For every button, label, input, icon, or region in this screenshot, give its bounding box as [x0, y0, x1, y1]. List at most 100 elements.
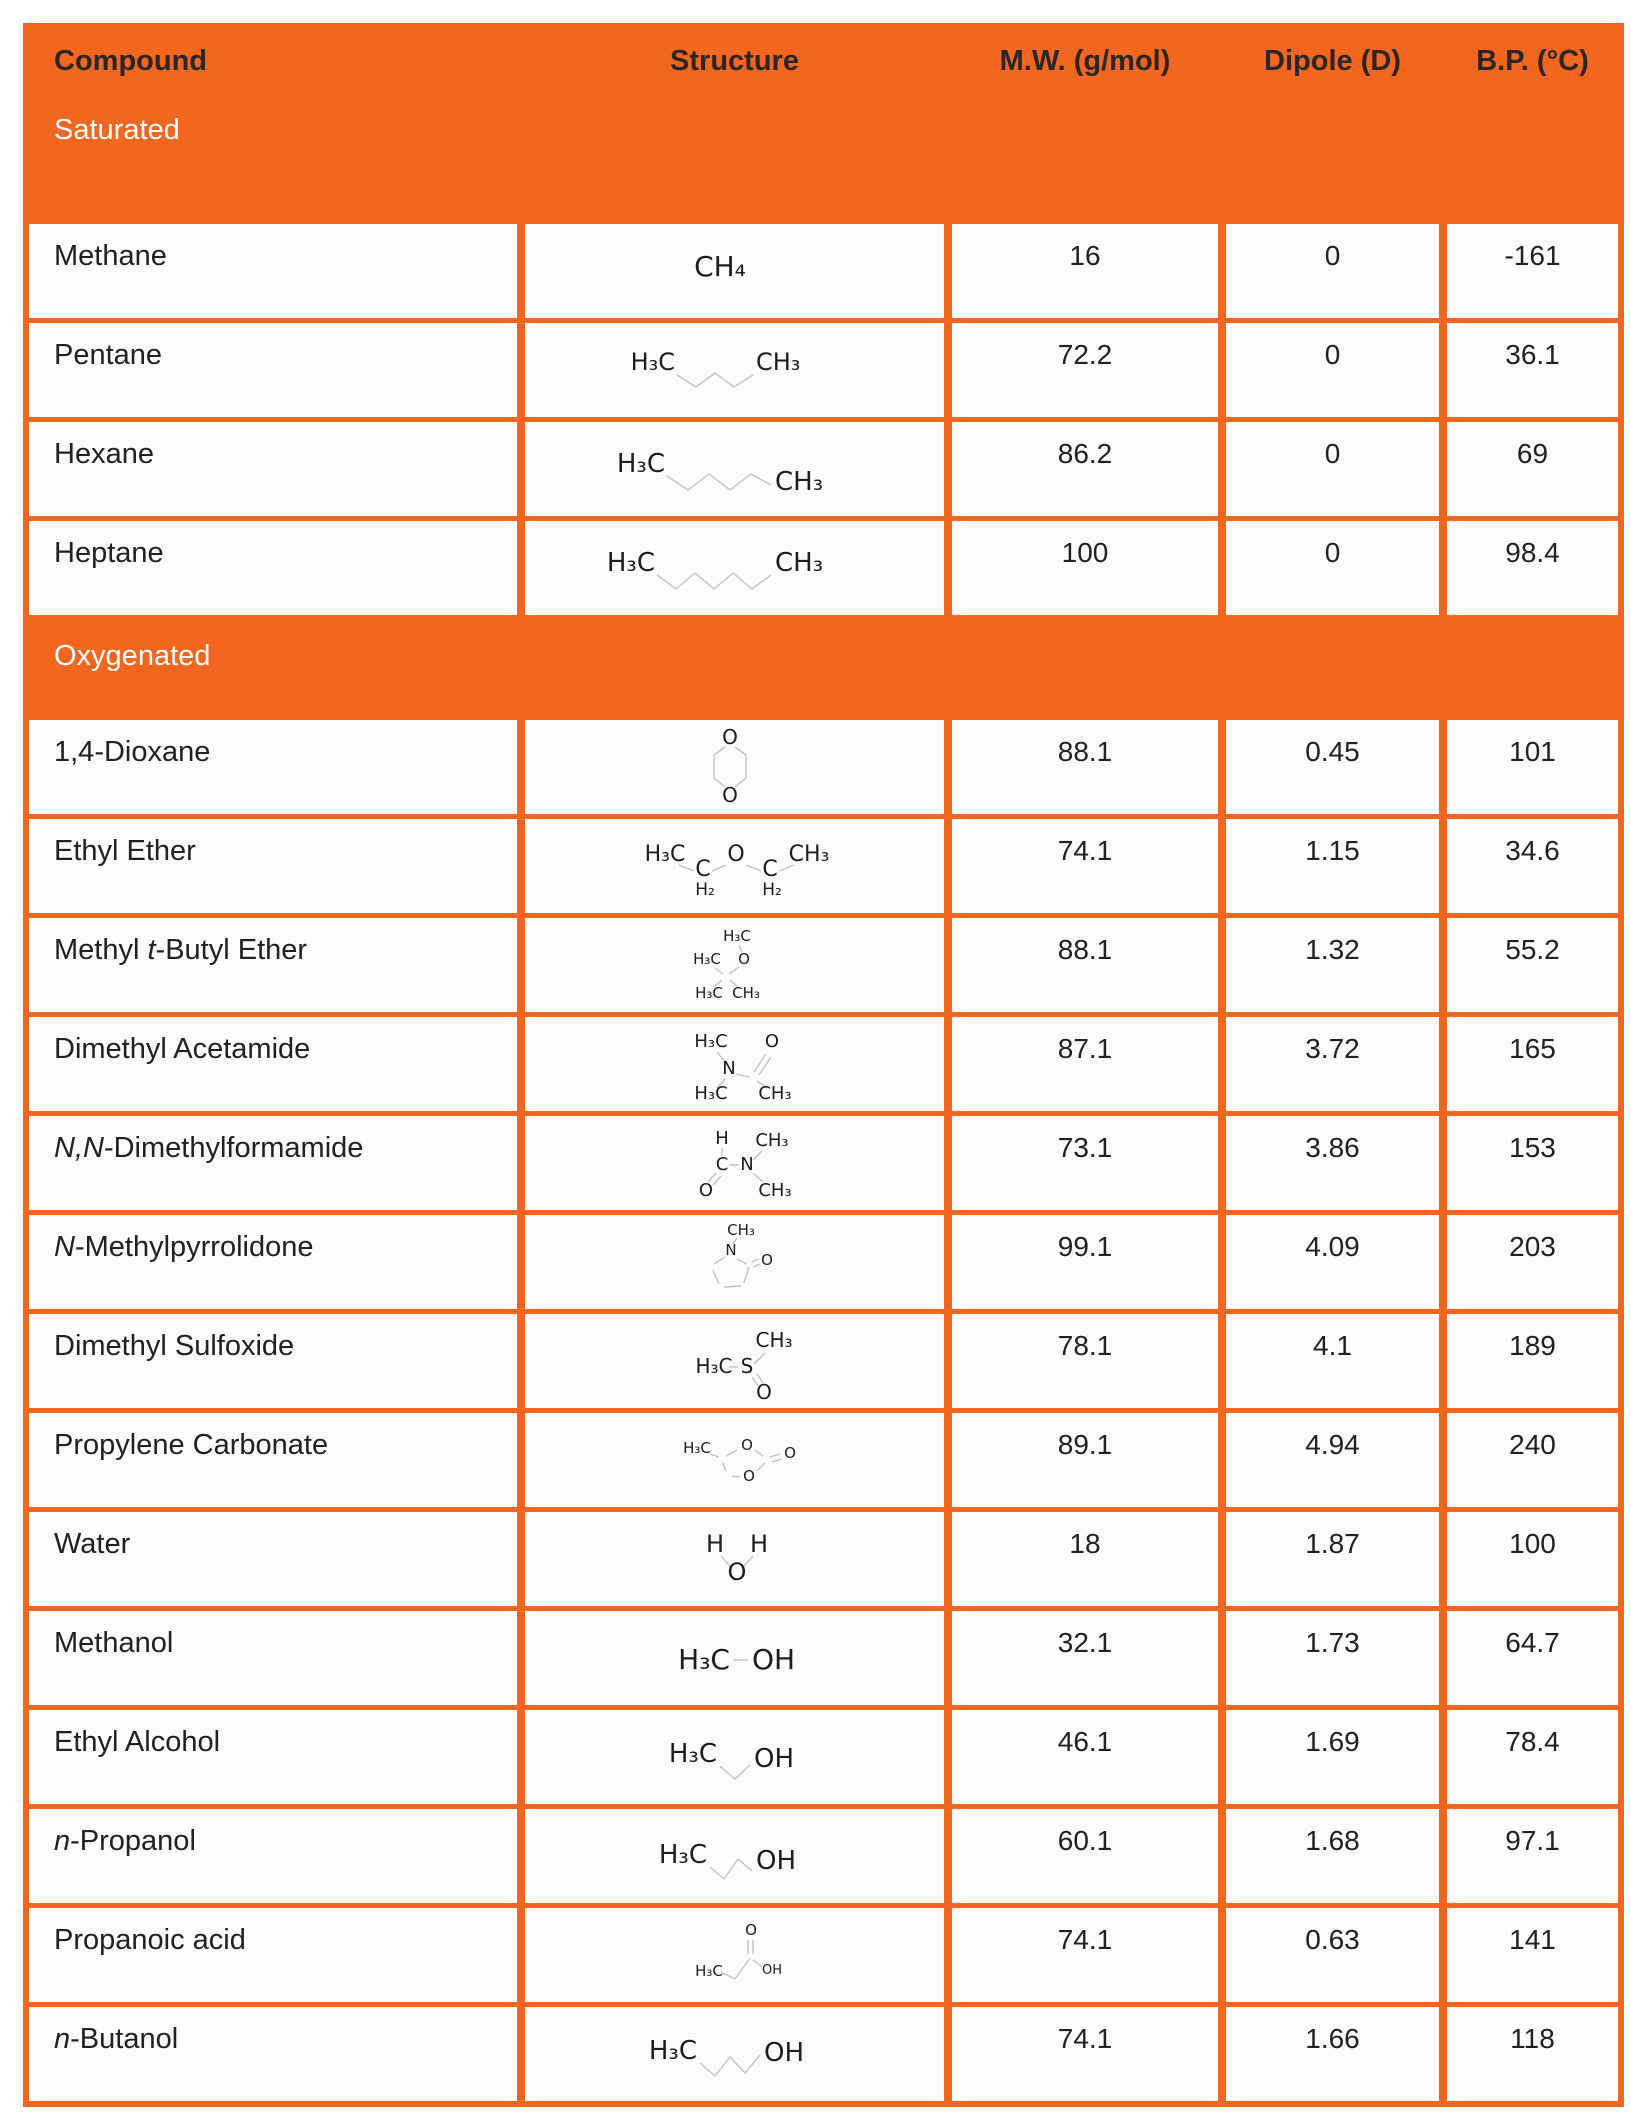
svg-text:H₃C: H₃C: [631, 348, 675, 376]
structure-cell: H₃C OH: [525, 2007, 944, 2101]
table-row: Ethyl Alcohol H₃C OH 46.1 1.69 78.4: [29, 1710, 1618, 1804]
mw-cell: 46.1: [952, 1710, 1218, 1804]
mw-cell: 88.1: [952, 918, 1218, 1012]
bp-cell: 64.7: [1447, 1611, 1618, 1705]
mw-cell: 74.1: [952, 1908, 1218, 2002]
compound-cell: n-Propanol: [29, 1809, 517, 1903]
structure-cell: CH₃ N O: [525, 1215, 944, 1309]
bp-cell: 55.2: [1447, 918, 1618, 1012]
svg-text:O: O: [761, 1251, 773, 1269]
dipole-cell: 0: [1226, 521, 1439, 615]
structure-cell: O O: [525, 720, 944, 814]
svg-text:H: H: [706, 1530, 724, 1558]
structure-cell: H₃C CH₃: [525, 521, 944, 615]
table-row: Ethyl Ether H₃C C H₂ O C H₂ CH₃ 74.1 1.1…: [29, 819, 1618, 913]
svg-text:O: O: [722, 783, 738, 807]
svg-text:H₃C: H₃C: [645, 842, 686, 867]
svg-text:H₃C: H₃C: [617, 449, 665, 479]
svg-text:O: O: [756, 1380, 772, 1404]
mw-cell: 16: [952, 224, 1218, 318]
svg-text:C: C: [716, 1154, 729, 1175]
svg-text:CH₃: CH₃: [756, 348, 800, 376]
svg-text:O: O: [784, 1444, 796, 1462]
compound-cell: Propanoic acid: [29, 1908, 517, 2002]
compound-cell: Dimethyl Acetamide: [29, 1017, 517, 1111]
svg-text:H₃C: H₃C: [683, 1439, 711, 1457]
table-row: Water H H O 18 1.87 100: [29, 1512, 1618, 1606]
table-row: Dimethyl Sulfoxide CH₃ H₃C S O 78.1 4.1 …: [29, 1314, 1618, 1408]
table-row: Heptane H₃C CH₃ 100 0 98.4: [29, 521, 1618, 615]
mw-cell: 100: [952, 521, 1218, 615]
dipole-cell: 4.09: [1226, 1215, 1439, 1309]
svg-text:H: H: [750, 1530, 768, 1558]
bp-cell: 36.1: [1447, 323, 1618, 417]
structure-cell: CH₄: [525, 224, 944, 318]
svg-text:H₃C: H₃C: [659, 1840, 707, 1870]
bp-cell: 118: [1447, 2007, 1618, 2101]
dipole-cell: 3.72: [1226, 1017, 1439, 1111]
structure-cell: H₃C H₃C O H₃C CH₃: [525, 918, 944, 1012]
svg-text:CH₃: CH₃: [789, 842, 830, 867]
dipole-cell: 3.86: [1226, 1116, 1439, 1210]
table-row: Propylene Carbonate H₃C O O O 89.1 4.94 …: [29, 1413, 1618, 1507]
structure-drawing: H₃C CH₃: [631, 348, 800, 388]
compound-cell: Dimethyl Sulfoxide: [29, 1314, 517, 1408]
svg-text:CH₄: CH₄: [694, 250, 746, 283]
mw-cell: 86.2: [952, 422, 1218, 516]
svg-text:O: O: [743, 1467, 755, 1485]
svg-text:O: O: [741, 1436, 753, 1454]
structure-cell: H₃C OH: [525, 1710, 944, 1804]
svg-text:H: H: [715, 1128, 729, 1149]
dipole-cell: 1.32: [1226, 918, 1439, 1012]
dipole-cell: 0: [1226, 323, 1439, 417]
structure-drawing: H₃C OH: [669, 1739, 794, 1780]
svg-text:C: C: [762, 857, 777, 882]
mw-cell: 87.1: [952, 1017, 1218, 1111]
mw-cell: 88.1: [952, 720, 1218, 814]
table-row: Propanoic acid O H₃C OH 74.1 0.63 141: [29, 1908, 1618, 2002]
svg-text:CH₃: CH₃: [755, 1328, 792, 1352]
section-label-saturated: Saturated: [54, 114, 180, 146]
bp-cell: 203: [1447, 1215, 1618, 1309]
compound-cell: Pentane: [29, 323, 517, 417]
svg-text:O: O: [699, 1180, 713, 1201]
structure-cell: H₃C OH: [525, 1611, 944, 1705]
bp-cell: 153: [1447, 1116, 1618, 1210]
compound-cell: Ethyl Ether: [29, 819, 517, 913]
table-row: Methyl t-Butyl Ether H₃C H₃C O H₃C CH₃ 8…: [29, 918, 1618, 1012]
svg-text:H₂: H₂: [762, 880, 782, 900]
structure-drawing: H₃C OH: [649, 2036, 804, 2078]
svg-text:S: S: [741, 1354, 754, 1378]
dipole-cell: 1.87: [1226, 1512, 1439, 1606]
svg-text:H₃C: H₃C: [669, 1739, 717, 1769]
compound-cell: N,N-Dimethylformamide: [29, 1116, 517, 1210]
compound-cell: Methane: [29, 224, 517, 318]
table-header: Compound Structure M.W. (g/mol) Dipole (…: [29, 29, 1618, 219]
compound-cell: Hexane: [29, 422, 517, 516]
svg-text:N: N: [740, 1154, 753, 1175]
svg-text:CH₃: CH₃: [758, 1180, 791, 1201]
compound-cell: Heptane: [29, 521, 517, 615]
structure-drawing: H H O: [706, 1530, 768, 1586]
bp-cell: 100: [1447, 1512, 1618, 1606]
mw-cell: 60.1: [952, 1809, 1218, 1903]
structure-drawing: CH₄: [694, 250, 746, 283]
compound-cell: Propylene Carbonate: [29, 1413, 517, 1507]
svg-text:O: O: [728, 1558, 747, 1586]
bp-cell: -161: [1447, 224, 1618, 318]
svg-text:O: O: [765, 1031, 779, 1052]
bp-cell: 141: [1447, 1908, 1618, 2002]
dipole-cell: 1.69: [1226, 1710, 1439, 1804]
bp-cell: 78.4: [1447, 1710, 1618, 1804]
svg-text:CH₃: CH₃: [775, 467, 823, 497]
structure-drawing: H₃C CH₃: [617, 449, 823, 497]
svg-text:CH₃: CH₃: [755, 1130, 788, 1151]
svg-text:H₃C: H₃C: [723, 927, 751, 945]
mw-cell: 74.1: [952, 2007, 1218, 2101]
solvent-properties-table: Compound Structure M.W. (g/mol) Dipole (…: [23, 23, 1624, 2107]
dipole-cell: 1.66: [1226, 2007, 1439, 2101]
structure-drawing: CH₃ H₃C S O: [695, 1328, 792, 1404]
svg-text:O: O: [722, 725, 738, 749]
bp-cell: 34.6: [1447, 819, 1618, 913]
svg-text:H₃C: H₃C: [693, 950, 721, 968]
